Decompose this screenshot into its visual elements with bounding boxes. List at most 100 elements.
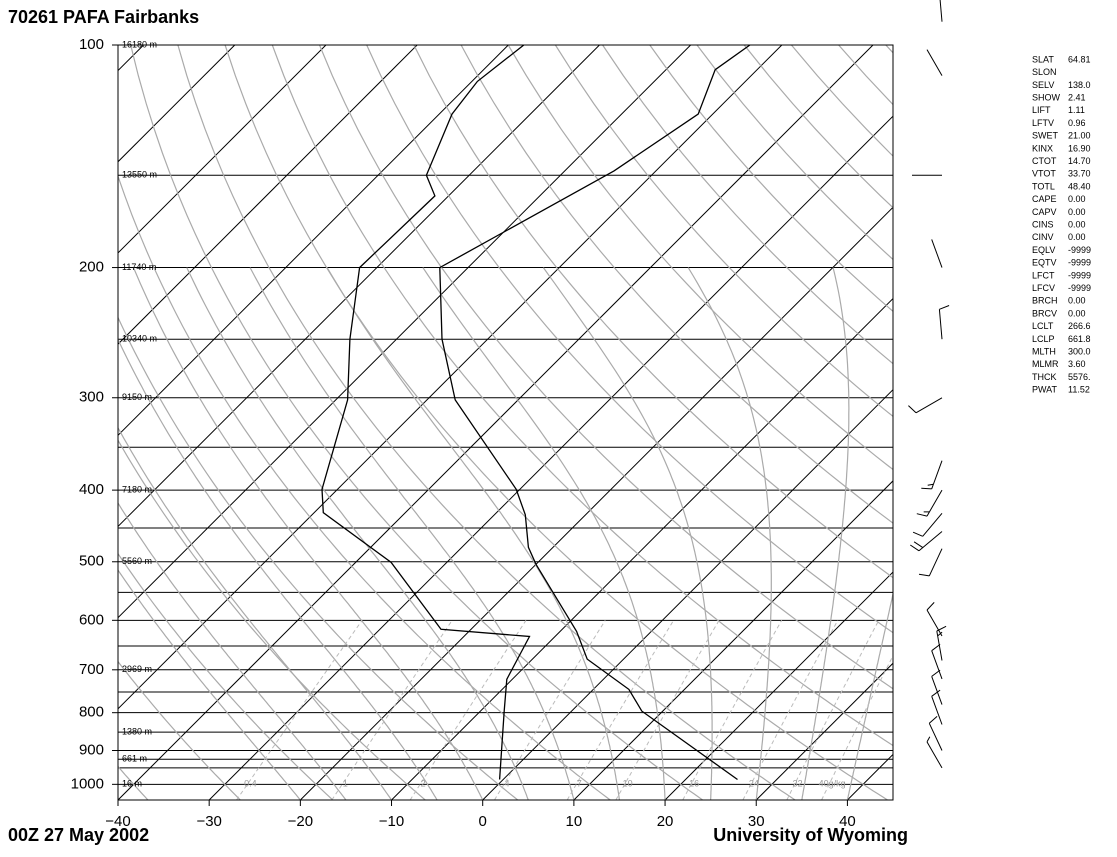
wind-barb <box>912 512 943 537</box>
dry-adiabat <box>118 316 519 800</box>
dry-adiabat <box>602 45 893 365</box>
isotherm <box>118 45 509 437</box>
index-name: CTOT <box>1032 156 1057 166</box>
dry-adiabat <box>118 660 241 800</box>
index-value: 33.70 <box>1068 169 1091 179</box>
dry-adiabat <box>271 45 893 747</box>
index-value: 0.96 <box>1068 118 1086 128</box>
height-label: 2969 m <box>122 664 152 674</box>
index-name: CINV <box>1032 232 1054 242</box>
mixing-ratio-line <box>566 620 675 800</box>
mixing-ratio-line <box>331 620 453 800</box>
dry-adiabat <box>507 45 893 471</box>
credit: University of Wyoming <box>713 825 908 845</box>
height-label: 13550 m <box>122 170 157 180</box>
isotherm <box>118 45 874 800</box>
chart-title: 70261 PAFA Fairbanks <box>8 7 199 27</box>
dry-adiabat <box>118 174 611 800</box>
moist-adiabat <box>249 267 575 800</box>
isotherm <box>299 206 893 800</box>
mixing-ratio-line <box>742 620 839 800</box>
y-tick-label: 600 <box>79 611 104 628</box>
index-value: 266.6 <box>1068 321 1091 331</box>
mixing-ratio-label: 10 <box>623 779 633 789</box>
index-name: THCK <box>1032 372 1057 382</box>
mixing-ratio-label: 2 <box>421 779 426 789</box>
dry-adiabat <box>118 765 149 800</box>
height-label: 16180 m <box>122 39 157 49</box>
x-tick-label: −30 <box>196 813 221 830</box>
index-value: 661.8 <box>1068 334 1091 344</box>
index-name: BRCV <box>1032 308 1057 318</box>
x-tick-label: 40 <box>839 813 856 830</box>
index-value: 14.70 <box>1068 156 1091 166</box>
moist-adiabat <box>801 267 850 800</box>
wind-barb <box>939 0 943 22</box>
index-name: CINS <box>1032 219 1054 229</box>
index-name: EQLV <box>1032 245 1055 255</box>
y-tick-label: 500 <box>79 553 104 570</box>
height-label: 7180 m <box>122 484 152 494</box>
index-name: SLON <box>1032 67 1057 77</box>
isotherm <box>118 45 236 163</box>
index-name: BRCH <box>1032 296 1058 306</box>
moist-adiabat <box>846 591 893 800</box>
index-name: LCLT <box>1032 321 1054 331</box>
moist-adiabat <box>687 267 772 800</box>
isotherm <box>664 571 893 800</box>
index-value: 0.00 <box>1068 207 1086 217</box>
y-tick-label: 200 <box>79 259 104 276</box>
isotherm <box>573 480 893 800</box>
dry-adiabat <box>318 45 893 690</box>
index-value: 2.41 <box>1068 92 1086 102</box>
x-tick-label: −20 <box>288 813 313 830</box>
isotherm <box>755 662 893 800</box>
chart-subtitle: 00Z 27 May 2002 <box>8 825 149 845</box>
mixing-ratio-line <box>786 620 880 800</box>
height-label: 1380 m <box>122 727 152 737</box>
index-value: -9999 <box>1068 270 1091 280</box>
mixing-ratio-label: 40g/kg <box>819 779 846 789</box>
dry-adiabat <box>177 45 796 800</box>
index-name: CAPV <box>1032 207 1057 217</box>
mixing-ratio-line <box>821 654 893 800</box>
mixing-ratio-line <box>615 620 720 800</box>
index-value: 64.81 <box>1068 54 1091 64</box>
wind-barb <box>908 397 943 414</box>
isotherm <box>118 45 418 345</box>
index-name: LFCT <box>1032 270 1055 280</box>
index-value: 138.0 <box>1068 80 1091 90</box>
index-name: MLMR <box>1032 359 1059 369</box>
index-value: 0.00 <box>1068 194 1086 204</box>
height-label: 9150 m <box>122 392 152 402</box>
wind-barb <box>931 669 943 705</box>
index-name: LCLP <box>1032 334 1055 344</box>
index-name: EQTV <box>1032 258 1057 268</box>
moist-adiabat <box>118 501 347 800</box>
index-value: -9999 <box>1068 258 1091 268</box>
height-label: 11740 m <box>122 262 156 272</box>
y-tick-label: 100 <box>79 36 104 53</box>
index-value: 3.60 <box>1068 359 1086 369</box>
wind-barb <box>926 736 943 769</box>
dry-adiabat <box>554 45 893 418</box>
x-tick-label: 0 <box>479 813 487 830</box>
wind-barb <box>931 644 943 680</box>
index-name: SLAT <box>1032 54 1054 64</box>
mixing-ratio-label: 24 <box>749 779 759 789</box>
index-name: KINX <box>1032 143 1053 153</box>
moist-adiabat <box>326 267 621 800</box>
moist-adiabat <box>118 426 392 800</box>
index-value: 300.0 <box>1068 346 1091 356</box>
mixing-ratio-label: 32 <box>793 779 803 789</box>
isotherm <box>208 115 893 800</box>
dry-adiabat <box>118 552 334 800</box>
wind-barb <box>931 689 943 725</box>
index-value: 5576. <box>1068 372 1091 382</box>
index-value: -9999 <box>1068 245 1091 255</box>
y-tick-label: 1000 <box>71 775 104 792</box>
index-name: TOTL <box>1032 181 1055 191</box>
index-value: 0.00 <box>1068 308 1086 318</box>
index-value: 0.00 <box>1068 296 1086 306</box>
mixing-ratio-label: 1 <box>343 779 348 789</box>
